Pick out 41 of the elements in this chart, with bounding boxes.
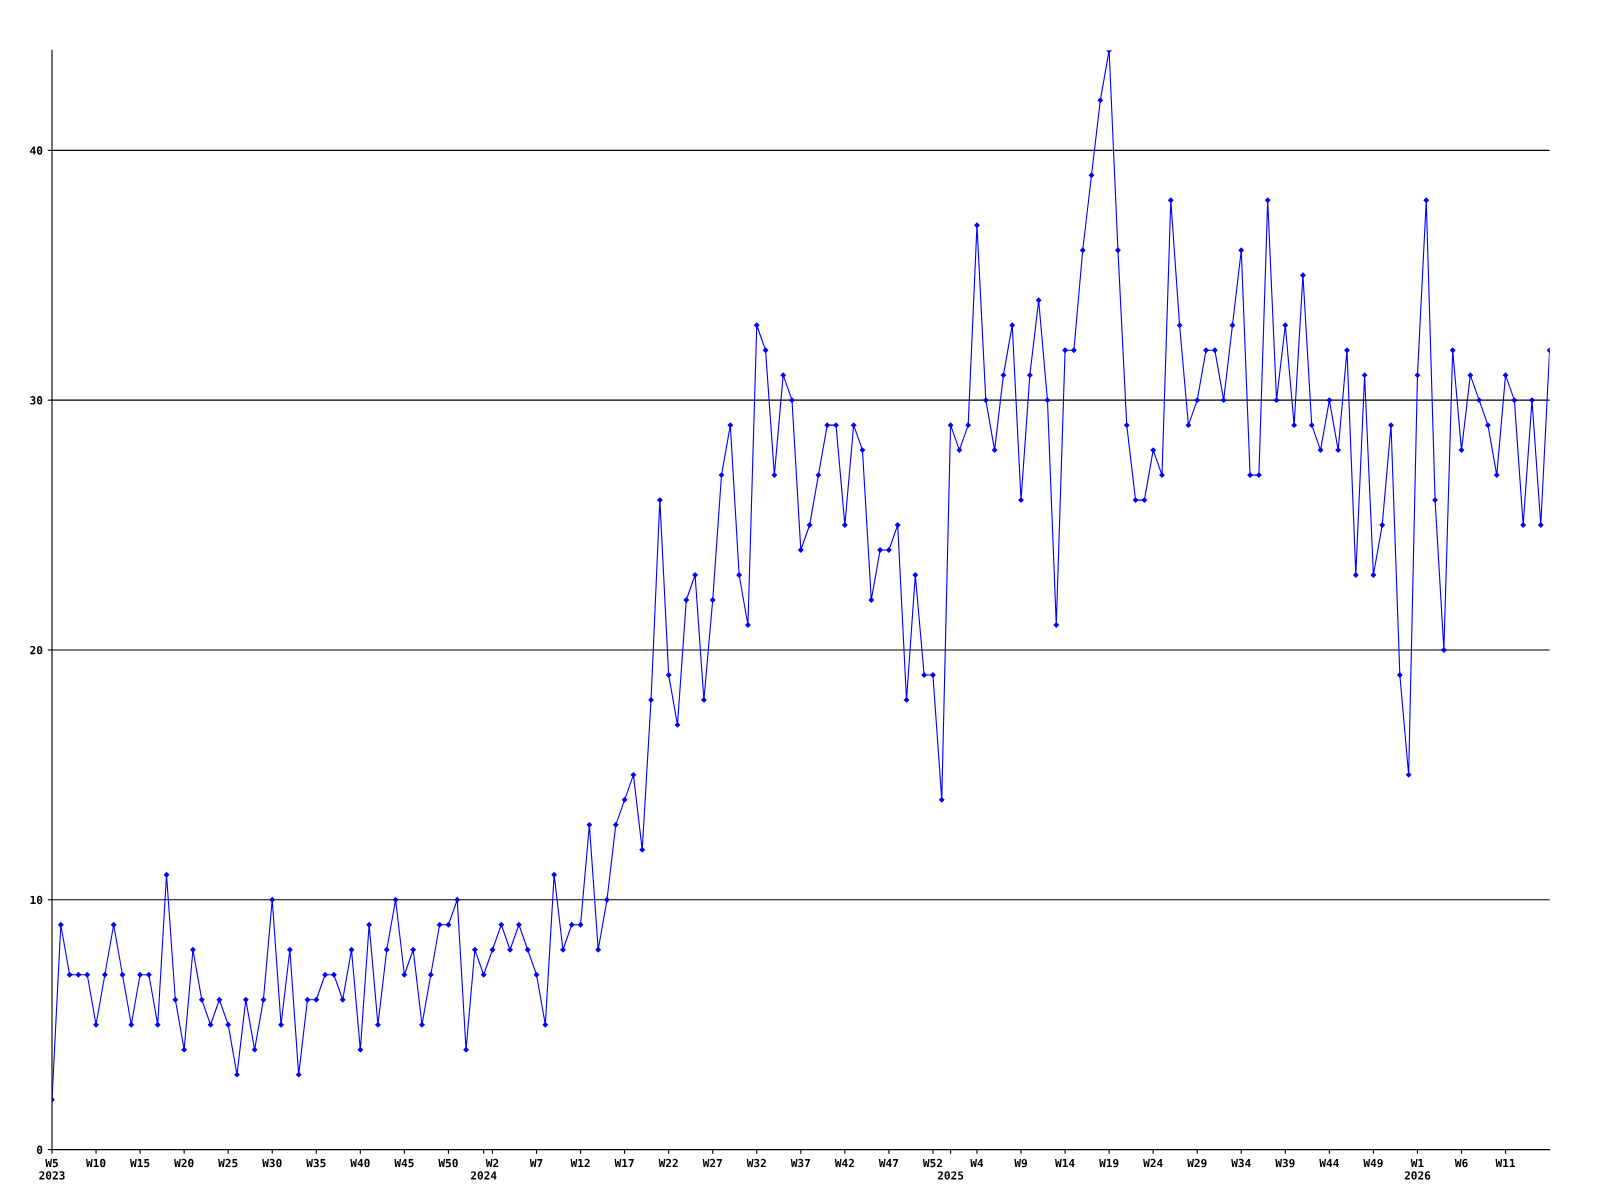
x-tick-label: W50 <box>438 1158 458 1168</box>
x-tick-label: W20 <box>174 1158 194 1168</box>
x-tick-label: W10 <box>86 1158 106 1168</box>
x-tick-label: 2024 <box>470 1171 497 1180</box>
x-tick-label: W32 <box>746 1158 766 1168</box>
x-tick-label: W27 <box>702 1158 722 1168</box>
y-tick-label: 30 <box>30 396 43 405</box>
x-tick-label: W1 2026 <box>1404 1158 1431 1180</box>
y-tick-label: 20 <box>30 645 43 655</box>
x-tick-label: W24 <box>1143 1158 1163 1168</box>
x-tick-label: W22 <box>658 1158 678 1168</box>
x-tick-label: W14 <box>1055 1158 1075 1168</box>
y-tick-label: 10 <box>30 895 43 905</box>
x-tick-label: 2025 <box>937 1171 964 1180</box>
x-tick-label: W30 <box>262 1158 282 1168</box>
x-tick-label: W47 <box>878 1158 899 1168</box>
x-tick-label: W52 <box>922 1158 943 1168</box>
x-tick-label: W42 <box>834 1158 854 1168</box>
x-tick-label: W9 <box>1014 1158 1028 1168</box>
y-tick-label: 0 <box>36 1145 43 1154</box>
x-tick-label: W44 <box>1319 1158 1339 1168</box>
x-tick-label: W15 <box>130 1158 150 1168</box>
x-tick-label: W35 <box>306 1158 326 1168</box>
x-tick-label: W29 <box>1187 1158 1207 1168</box>
x-tick-label: W34 <box>1231 1158 1251 1168</box>
x-tick-label: W45 <box>394 1158 414 1168</box>
x-tick-label: W19 <box>1099 1158 1119 1168</box>
x-tick-label: W6 <box>1454 1158 1468 1168</box>
y-tick-label: 40 <box>30 146 43 155</box>
x-tick-label: W40 <box>350 1158 370 1168</box>
x-tick-label: W4 <box>970 1158 984 1168</box>
x-tick-label: W17 <box>614 1158 634 1168</box>
x-tick-label: W37 <box>790 1158 810 1168</box>
x-tick-label: W25 <box>218 1158 238 1168</box>
x-tick-label: W39 <box>1275 1158 1295 1168</box>
x-tick-label: W2 <box>485 1158 499 1168</box>
x-tick-label: W11 <box>1495 1158 1516 1168</box>
x-tick-label: W12 <box>570 1158 590 1168</box>
x-tick-label: W5 2023 <box>39 1158 65 1180</box>
x-tick-label: W49 <box>1363 1158 1383 1168</box>
x-tick-label: W7 <box>529 1158 543 1168</box>
